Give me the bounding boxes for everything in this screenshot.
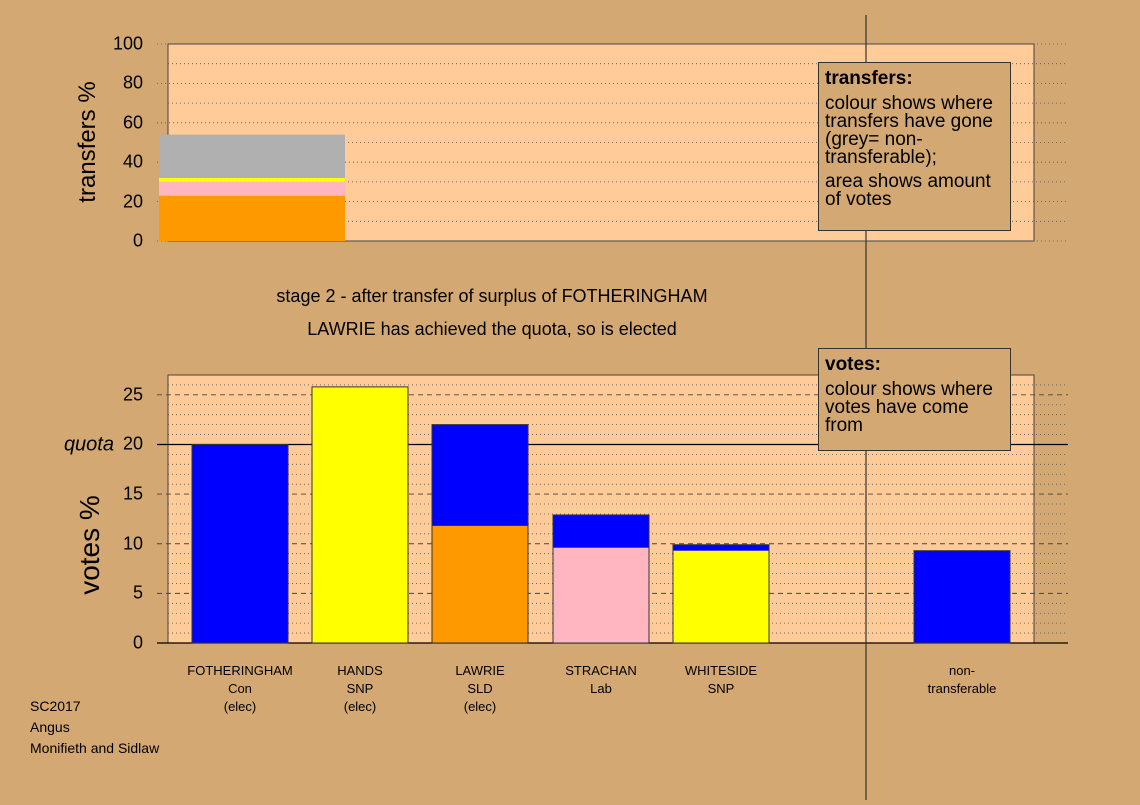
- votes-axis-label: votes %: [74, 495, 105, 595]
- candidate-label-line: WHITESIDE: [684, 663, 758, 678]
- candidate-label-line: SNP: [707, 681, 735, 696]
- candidate-label: WHITESIDE SNP: [656, 662, 786, 698]
- candidate-label-line: Con: [228, 681, 252, 696]
- candidate-label-line: SNP: [346, 681, 374, 696]
- transfers-tick-label: 80: [122, 72, 143, 93]
- stage-text: stage 2 - after transfer of surplus of F…: [276, 286, 708, 306]
- votes-tick-label: 5: [132, 582, 143, 603]
- vote-segment: [673, 544, 769, 551]
- transfers-legend: transfers: colour shows where transfers …: [818, 62, 1011, 231]
- votes-tick-label: 20: [122, 433, 143, 454]
- candidate-label-line: (elec): [223, 699, 257, 714]
- candidate-label-line: Lab: [590, 681, 612, 696]
- vote-bar-outline: [672, 544, 770, 644]
- vote-segment: [673, 550, 769, 643]
- vote-segment: [432, 424, 528, 526]
- transfers-tick-label: 60: [122, 112, 143, 133]
- vote-bar-outline: [552, 514, 650, 644]
- vote-bar-outline: [913, 550, 1011, 644]
- candidate-label-line: SLD: [467, 681, 493, 696]
- candidate-label-line: non-: [948, 663, 976, 678]
- vote-segment: [553, 547, 649, 643]
- footer-election: SC2017: [30, 698, 81, 714]
- candidate-label: non-transferable: [897, 662, 1027, 698]
- candidate-label-line: STRACHAN: [565, 663, 637, 678]
- transfers-tick-label: 20: [122, 191, 143, 212]
- vote-segment: [914, 550, 1010, 643]
- candidate-label: HANDS SNP (elec): [295, 662, 425, 716]
- votes-legend-title: votes:: [825, 354, 881, 375]
- transfer-segment: [159, 134, 345, 178]
- candidate-label-line: (elec): [463, 699, 497, 714]
- votes-legend-line-1: colour shows where votes have come from: [825, 379, 993, 436]
- vote-bar-outline: [431, 424, 529, 644]
- transfer-segment: [159, 181, 345, 196]
- transfers-axis-label: transfers %: [74, 81, 101, 203]
- candidate-label-line: LAWRIE: [455, 663, 505, 678]
- transfers-legend-line-1: colour shows where transfers have gone (…: [825, 93, 993, 168]
- elected-text: LAWRIE has achieved the quota, so is ele…: [307, 319, 677, 339]
- transfers-tick-label: 40: [122, 151, 143, 172]
- vote-segment: [312, 386, 408, 643]
- candidate-label-line: FOTHERINGHAM: [187, 663, 293, 678]
- footer-info: SC2017 Angus Monifieth and Sidlaw: [30, 696, 159, 759]
- vote-segment: [192, 444, 288, 643]
- candidate-label-line: (elec): [343, 699, 377, 714]
- footer-ward: Monifieth and Sidlaw: [30, 740, 160, 756]
- transfers-tick-label: 100: [112, 33, 143, 54]
- candidate-label-line: HANDS: [337, 663, 383, 678]
- candidate-label: FOTHERINGHAM Con (elec): [175, 662, 305, 716]
- votes-tick-label: 10: [122, 533, 143, 554]
- votes-tick-label: 0: [132, 632, 143, 653]
- transfers-tick-label: 0: [132, 230, 143, 251]
- transfers-legend-line-2: area shows amount of votes: [825, 171, 991, 210]
- quota-label: quota: [63, 433, 114, 456]
- votes-legend: votes: colour shows where votes have com…: [818, 348, 1011, 451]
- footer-council: Angus: [30, 719, 70, 735]
- candidate-label-line: transferable: [927, 681, 997, 696]
- votes-tick-label: 15: [122, 483, 143, 504]
- candidate-label: LAWRIE SLD (elec): [415, 662, 545, 716]
- transfer-segment: [159, 177, 345, 182]
- candidate-label: STRACHAN Lab: [536, 662, 666, 698]
- vote-segment: [432, 525, 528, 643]
- vote-segment: [553, 514, 649, 548]
- vote-bar-outline: [191, 443, 289, 644]
- transfer-segment: [159, 195, 345, 241]
- vote-bar-outline: [311, 386, 409, 644]
- votes-tick-label: 25: [122, 384, 143, 405]
- transfers-legend-title: transfers:: [825, 68, 913, 89]
